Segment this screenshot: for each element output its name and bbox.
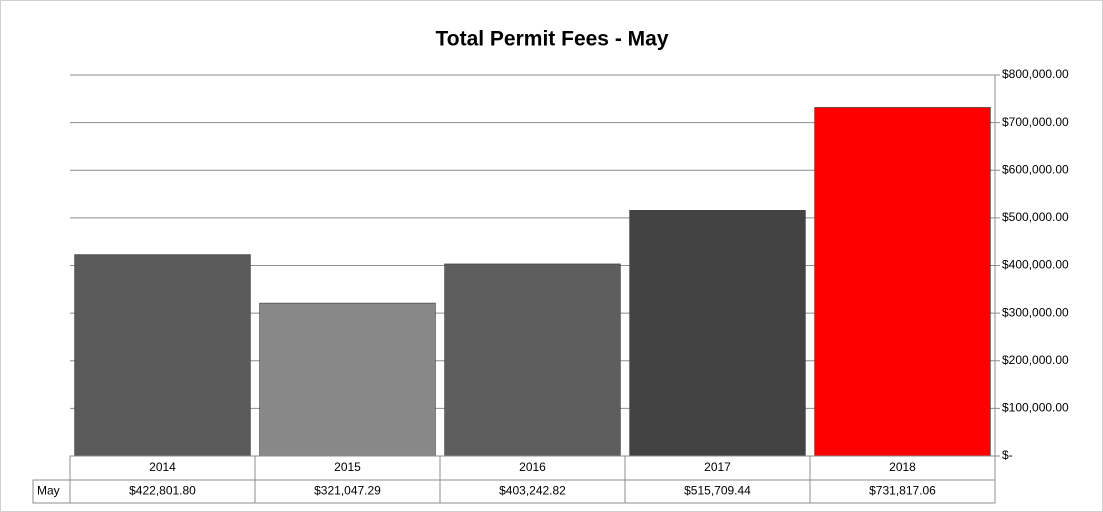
- x-tick-label: 2016: [519, 460, 546, 474]
- y-tick-label: $-: [1002, 448, 1013, 462]
- bar: [814, 107, 991, 457]
- data-table-value: $731,817.06: [869, 484, 936, 498]
- x-tick-label: 2017: [704, 460, 731, 474]
- data-table-value: $515,709.44: [684, 484, 751, 498]
- y-tick-label: $400,000.00: [1002, 258, 1069, 272]
- y-tick-label: $500,000.00: [1002, 210, 1069, 224]
- y-tick-label: $300,000.00: [1002, 305, 1069, 319]
- bar: [259, 302, 436, 457]
- y-tick-label: $700,000.00: [1002, 115, 1069, 129]
- data-table-value: $403,242.82: [499, 484, 566, 498]
- y-tick-label: $600,000.00: [1002, 162, 1069, 176]
- y-tick-label: $800,000.00: [1002, 67, 1069, 81]
- y-tick-label: $200,000.00: [1002, 353, 1069, 367]
- bar: [74, 254, 251, 457]
- data-table-value: $321,047.29: [314, 484, 381, 498]
- table-data-row: [32, 479, 996, 504]
- bar: [444, 263, 621, 457]
- chart-title: Total Permit Fees - May: [435, 28, 668, 51]
- legend-label: May: [37, 484, 60, 498]
- y-tick-label: $100,000.00: [1002, 401, 1069, 415]
- x-tick-label: 2014: [149, 460, 176, 474]
- x-tick-label: 2018: [889, 460, 916, 474]
- bar: [629, 210, 806, 457]
- data-table-value: $422,801.80: [129, 484, 196, 498]
- x-tick-label: 2015: [334, 460, 361, 474]
